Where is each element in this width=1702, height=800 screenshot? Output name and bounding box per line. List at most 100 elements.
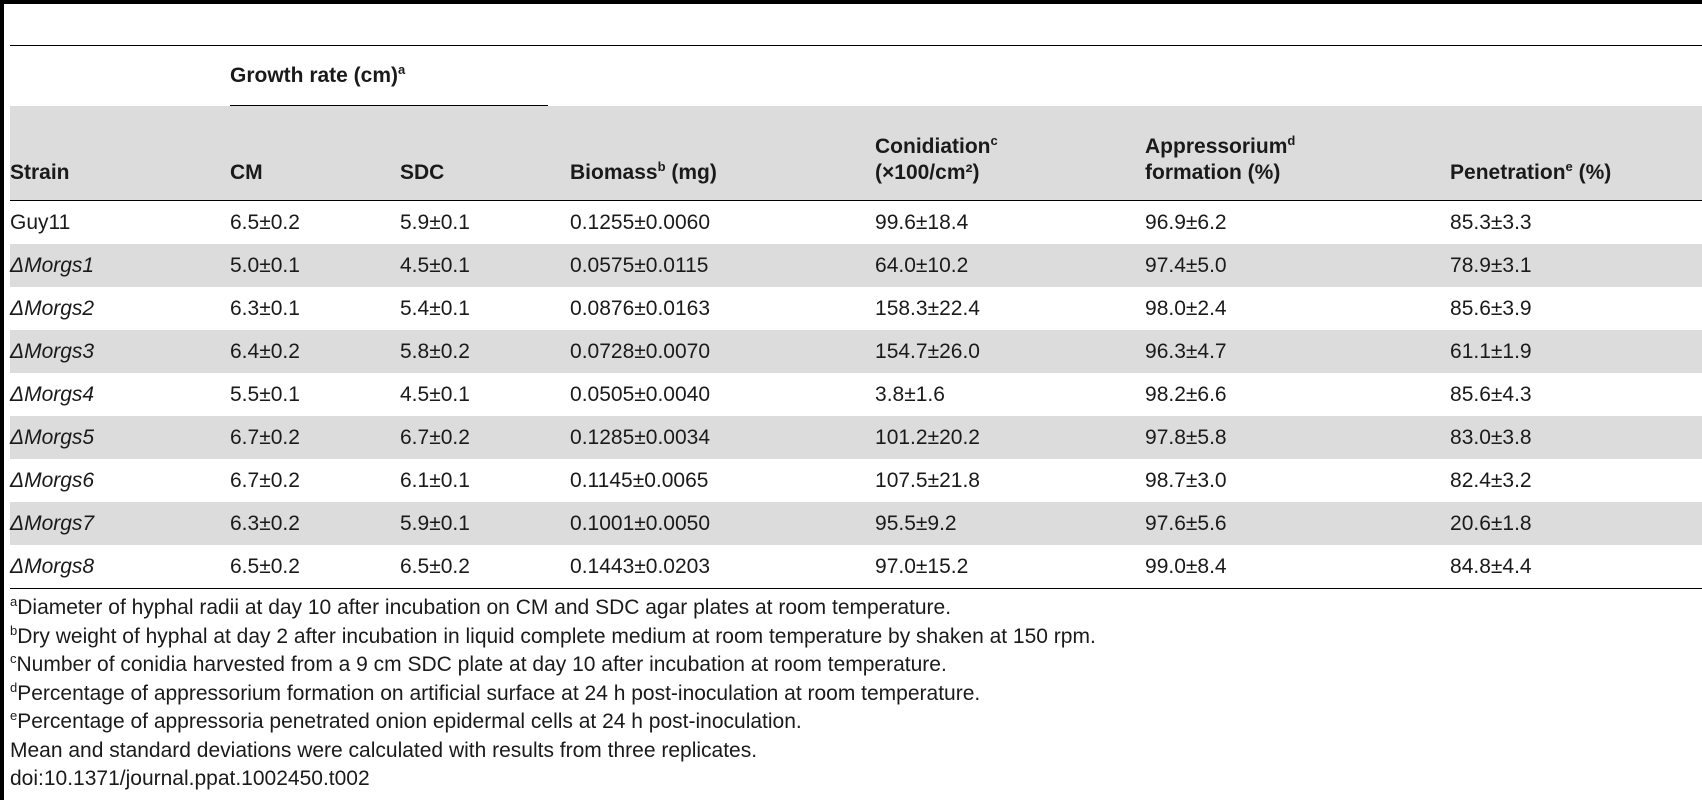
col-header-conidiation: Conidiationc (×100/cm²) <box>875 106 1146 201</box>
cell-conidiation: 154.7±26.0 <box>875 330 1146 373</box>
table-row: ΔMorgs4 5.5±0.1 4.5±0.1 0.0505±0.0040 3.8±1.… <box>10 373 1702 416</box>
cell-cm: 5.0±0.1 <box>230 244 400 287</box>
cell-penetration: 85.6±3.9 <box>1450 296 1532 320</box>
cell-strain: ΔMorgs3 <box>10 330 230 373</box>
cell-strain: ΔMorgs5 <box>10 416 230 459</box>
footnote: cNumber of conidia harvested from a 9 cm… <box>10 651 1700 680</box>
cell-biomass: 0.0728±0.0070 <box>570 330 876 373</box>
cell-cm: 6.5±0.2 <box>230 210 300 234</box>
group-header-row: Growth rate (cm)a <box>10 45 1702 106</box>
cell-biomass: 0.1001±0.0050 <box>570 502 876 545</box>
cell-strain: ΔMorgs6 <box>10 468 95 492</box>
footnote-marker: e <box>10 708 18 723</box>
cell-cm: 6.7±0.2 <box>230 468 300 492</box>
footnote-text: Dry weight of hyphal at day 2 after incu… <box>17 624 1096 648</box>
data-table-container: Growth rate (cm)a Strain CM SDC Biomassb… <box>10 45 1702 589</box>
footnote-text: Percentage of appressorium formation on … <box>17 681 981 705</box>
footnote-text: doi:10.1371/journal.ppat.1002450.t002 <box>10 767 370 790</box>
cell-appressorium: 97.4±5.0 <box>1145 244 1451 287</box>
cell-sdc: 6.5±0.2 <box>400 545 571 589</box>
cell-sdc: 6.1±0.1 <box>400 468 470 492</box>
cell-conidiation: 99.6±18.4 <box>875 210 969 234</box>
cell-strain: ΔMorgs8 <box>10 545 230 589</box>
cell-appressorium: 98.2±6.6 <box>1145 382 1227 406</box>
growth-rate-sup: a <box>398 62 406 77</box>
data-table: Growth rate (cm)a Strain CM SDC Biomassb… <box>10 45 1702 589</box>
col-header-sdc: SDC <box>400 106 571 201</box>
footnotes: aDiameter of hyphal radii at day 10 afte… <box>10 594 1700 794</box>
column-header-row: Strain CM SDC Biomassb (mg) Conidiationc… <box>10 106 1702 201</box>
cell-strain: ΔMorgs2 <box>10 296 95 320</box>
group-header-empty-right <box>570 45 1702 106</box>
cell-appressorium: 98.7±3.0 <box>1145 468 1227 492</box>
cell-strain: Guy11 <box>10 210 71 234</box>
cell-biomass: 0.1443±0.0203 <box>570 545 876 589</box>
footnote: ePercentage of appressoria penetrated on… <box>10 708 1700 737</box>
cell-sdc: 6.7±0.2 <box>400 416 571 459</box>
cell-biomass: 0.1285±0.0034 <box>570 416 876 459</box>
cell-penetration: 84.8±4.4 <box>1450 545 1702 589</box>
cell-conidiation: 97.0±15.2 <box>875 545 1146 589</box>
cell-sdc: 5.4±0.1 <box>400 296 470 320</box>
left-rule <box>0 0 4 800</box>
col-header-strain: Strain <box>10 106 230 201</box>
cell-biomass: 0.0575±0.0115 <box>570 244 876 287</box>
footnote: Mean and standard deviations were calcul… <box>10 737 1700 766</box>
cell-appressorium: 97.6±5.6 <box>1145 502 1451 545</box>
footnote-marker: a <box>10 594 18 609</box>
footnote-marker: b <box>10 622 18 638</box>
growth-rate-underline <box>230 104 548 106</box>
table-row: ΔMorgs1 5.0±0.1 4.5±0.1 0.0575±0.0115 64.0±1… <box>10 244 1702 287</box>
table-row: ΔMorgs7 6.3±0.2 5.9±0.1 0.1001±0.0050 95.5±9… <box>10 502 1702 545</box>
group-header-empty <box>10 45 230 106</box>
footnote-marker: d <box>10 679 18 695</box>
cell-penetration: 78.9±3.1 <box>1450 244 1702 287</box>
cell-strain: ΔMorgs7 <box>10 502 230 545</box>
cell-conidiation: 95.5±9.2 <box>875 502 1146 545</box>
cell-cm: 5.5±0.1 <box>230 382 300 406</box>
cell-conidiation: 107.5±21.8 <box>875 468 980 492</box>
cell-appressorium: 98.0±2.4 <box>1145 296 1227 320</box>
cell-cm: 6.3±0.2 <box>230 502 400 545</box>
cell-conidiation: 64.0±10.2 <box>875 244 1146 287</box>
cell-biomass: 0.0505±0.0040 <box>570 382 711 406</box>
cell-cm: 6.3±0.1 <box>230 296 300 320</box>
table-row: ΔMorgs6 6.7±0.2 6.1±0.1 0.1145±0.0065 107.5±… <box>10 459 1702 502</box>
cell-penetration: 61.1±1.9 <box>1450 330 1702 373</box>
table-row: ΔMorgs8 6.5±0.2 6.5±0.2 0.1443±0.0203 97.0±1… <box>10 545 1702 589</box>
table-row: ΔMorgs3 6.4±0.2 5.8±0.2 0.0728±0.0070 154.7±… <box>10 330 1702 373</box>
cell-cm: 6.7±0.2 <box>230 416 400 459</box>
cell-strain: ΔMorgs4 <box>10 382 95 406</box>
footnote: dPercentage of appressorium formation on… <box>10 680 1700 709</box>
cell-conidiation: 158.3±22.4 <box>875 296 980 320</box>
col-header-cm: CM <box>230 106 400 201</box>
cell-biomass: 0.1255±0.0060 <box>570 210 711 234</box>
cell-sdc: 5.8±0.2 <box>400 330 571 373</box>
footnote: doi:10.1371/journal.ppat.1002450.t002 <box>10 765 1700 794</box>
cell-sdc: 4.5±0.1 <box>400 244 571 287</box>
footnote-text: Diameter of hyphal radii at day 10 after… <box>17 596 952 619</box>
cell-biomass: 0.1145±0.0065 <box>570 468 709 492</box>
cell-penetration: 83.0±3.8 <box>1450 416 1702 459</box>
cell-conidiation: 3.8±1.6 <box>875 382 945 406</box>
cell-penetration: 85.6±4.3 <box>1450 382 1532 406</box>
table-row: Guy11 6.5±0.2 5.9±0.1 0.1255±0.0060 99.6±18.… <box>10 201 1702 245</box>
cell-conidiation: 101.2±20.2 <box>875 416 1146 459</box>
cell-biomass: 0.0876±0.0163 <box>570 296 711 320</box>
cell-appressorium: 96.9±6.2 <box>1145 210 1227 234</box>
col-header-appressorium: Appressoriumd formation (%) <box>1145 106 1451 201</box>
footnote: aDiameter of hyphal radii at day 10 afte… <box>10 594 1700 623</box>
cell-penetration: 20.6±1.8 <box>1450 502 1702 545</box>
cell-cm: 6.4±0.2 <box>230 330 400 373</box>
table-body: Guy11 6.5±0.2 5.9±0.1 0.1255±0.0060 99.6±18.… <box>10 201 1702 589</box>
table-row: ΔMorgs2 6.3±0.1 5.4±0.1 0.0876±0.0163 158.3±… <box>10 287 1702 330</box>
col-header-penetration: Penetratione (%) <box>1450 106 1702 201</box>
cell-sdc: 4.5±0.1 <box>400 382 470 406</box>
footnote: bDry weight of hyphal at day 2 after inc… <box>10 623 1700 652</box>
table-row: ΔMorgs5 6.7±0.2 6.7±0.2 0.1285±0.0034 101.2±… <box>10 416 1702 459</box>
cell-sdc: 5.9±0.1 <box>400 502 571 545</box>
cell-appressorium: 96.3±4.7 <box>1145 330 1451 373</box>
cell-penetration: 85.3±3.3 <box>1450 210 1532 234</box>
top-rule <box>0 0 1702 4</box>
footnote-text: Percentage of appressoria penetrated oni… <box>17 710 802 733</box>
